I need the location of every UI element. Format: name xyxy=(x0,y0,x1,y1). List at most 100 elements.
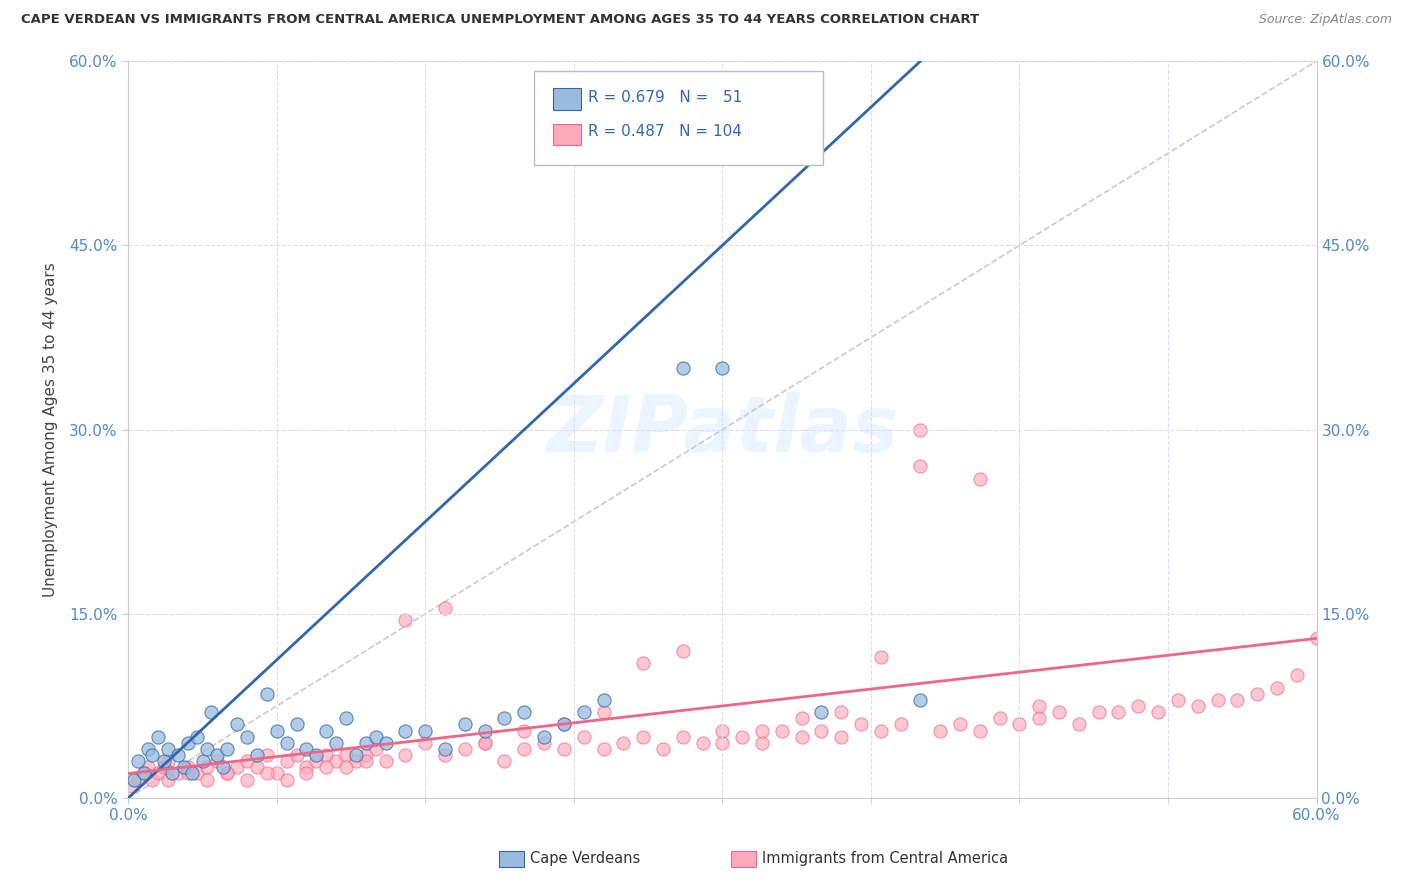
Point xyxy=(869,723,891,738)
Point xyxy=(276,772,298,787)
Point xyxy=(344,754,367,768)
Point xyxy=(344,747,367,762)
Point xyxy=(200,705,222,719)
Point xyxy=(1067,717,1090,731)
Point xyxy=(217,766,239,780)
Point xyxy=(553,742,575,756)
Point xyxy=(969,472,991,486)
Point xyxy=(612,736,634,750)
Point xyxy=(1167,693,1189,707)
Point xyxy=(631,730,654,744)
Point xyxy=(236,730,259,744)
Point xyxy=(276,736,298,750)
Point xyxy=(166,747,188,762)
Y-axis label: Unemployment Among Ages 35 to 44 years: Unemployment Among Ages 35 to 44 years xyxy=(44,262,58,597)
Point xyxy=(949,717,972,731)
Point xyxy=(1305,632,1327,646)
Point xyxy=(1028,711,1050,725)
Point xyxy=(572,705,595,719)
Point xyxy=(295,742,318,756)
Point xyxy=(1246,687,1268,701)
Point xyxy=(173,760,195,774)
Point xyxy=(186,766,208,780)
Point xyxy=(1206,693,1229,707)
Point xyxy=(207,747,229,762)
Point xyxy=(325,754,347,768)
Point xyxy=(1265,681,1288,695)
Point xyxy=(354,736,377,750)
Text: Cape Verdeans: Cape Verdeans xyxy=(530,852,640,866)
Point xyxy=(246,760,269,774)
Point xyxy=(1128,698,1150,713)
Point xyxy=(394,747,416,762)
Point xyxy=(160,766,183,780)
Point xyxy=(1226,693,1249,707)
Point xyxy=(335,711,357,725)
Point xyxy=(121,779,143,793)
Point xyxy=(513,723,536,738)
Point xyxy=(136,742,159,756)
Point xyxy=(256,687,278,701)
Point xyxy=(217,766,239,780)
Point xyxy=(315,747,337,762)
Point xyxy=(236,754,259,768)
Point xyxy=(256,747,278,762)
Point xyxy=(364,742,387,756)
Point xyxy=(413,736,436,750)
Point xyxy=(156,754,179,768)
Point xyxy=(1108,705,1130,719)
Point xyxy=(166,766,188,780)
Point xyxy=(513,705,536,719)
Point xyxy=(910,459,932,474)
Point xyxy=(494,711,516,725)
Point xyxy=(354,754,377,768)
Point xyxy=(474,736,496,750)
Point xyxy=(364,730,387,744)
Point xyxy=(474,736,496,750)
Point xyxy=(266,766,288,780)
Point xyxy=(1047,705,1070,719)
Point xyxy=(325,736,347,750)
Point xyxy=(454,717,477,731)
Point xyxy=(156,742,179,756)
Point xyxy=(266,723,288,738)
Point xyxy=(1028,698,1050,713)
Point xyxy=(127,772,149,787)
Point xyxy=(672,361,695,376)
Point xyxy=(869,649,891,664)
Point xyxy=(176,736,198,750)
Point xyxy=(153,760,176,774)
Point xyxy=(285,747,308,762)
Point xyxy=(1285,668,1308,682)
Point xyxy=(394,723,416,738)
Point xyxy=(1147,705,1170,719)
Text: Source: ZipAtlas.com: Source: ZipAtlas.com xyxy=(1258,13,1392,27)
Point xyxy=(226,760,249,774)
Point xyxy=(454,742,477,756)
Point xyxy=(176,766,198,780)
Point xyxy=(146,730,169,744)
Point xyxy=(285,717,308,731)
Point xyxy=(651,742,673,756)
Point xyxy=(146,766,169,780)
Point xyxy=(790,711,813,725)
Point xyxy=(276,754,298,768)
Point xyxy=(494,754,516,768)
Point xyxy=(513,742,536,756)
Point xyxy=(156,772,179,787)
Text: R = 0.679   N =   51: R = 0.679 N = 51 xyxy=(588,90,742,104)
Point xyxy=(592,742,614,756)
Point xyxy=(226,717,249,731)
Point xyxy=(553,717,575,731)
Point xyxy=(711,723,734,738)
Point xyxy=(592,705,614,719)
Point xyxy=(910,423,932,437)
Point xyxy=(731,730,754,744)
Point xyxy=(434,747,457,762)
Point xyxy=(434,600,457,615)
Point xyxy=(195,742,218,756)
Point xyxy=(132,766,155,780)
Point xyxy=(711,736,734,750)
Point xyxy=(141,772,163,787)
Point xyxy=(572,730,595,744)
